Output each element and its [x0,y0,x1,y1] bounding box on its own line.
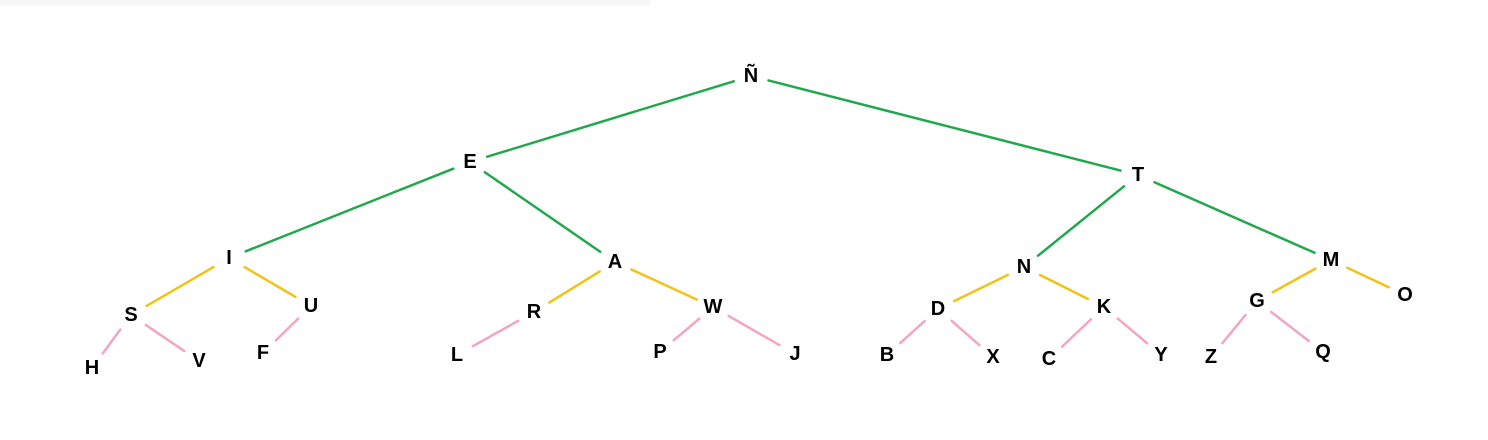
node-v: V [192,350,206,372]
edge-n_tilde-e [485,80,736,158]
node-r: R [527,301,542,323]
edges-layer [101,79,1390,355]
edge-a-w [630,268,698,301]
node-d: D [931,298,945,320]
edge-s-v [144,323,186,353]
node-l: L [451,344,463,366]
edge-m-o [1346,266,1390,289]
edge-i-u [243,265,297,299]
edge-a-r [548,270,601,304]
node-j: J [789,343,800,365]
node-b: B [880,344,894,366]
edge-m-g [1271,267,1317,294]
edge-n-d [952,273,1010,303]
edge-d-x [950,319,981,347]
top-strip [0,0,650,6]
edge-e-a [483,170,602,254]
node-h: H [85,357,99,379]
edge-i-s [145,265,215,308]
node-n: N [1017,256,1031,278]
edge-d-b [899,319,926,345]
node-a: A [608,251,622,273]
edge-t-m [1153,181,1316,254]
node-i: I [226,247,232,269]
node-e: E [463,151,476,173]
node-q: Q [1315,341,1331,363]
node-g: G [1249,290,1265,312]
labels-layer: Ñ E T I A N M S U R W D K G O H V F L P J B X C Y Z Q [85,64,1413,379]
edge-u-f [274,317,300,342]
node-s: S [124,304,137,326]
edge-w-p [672,317,701,342]
edge-n-k [1038,273,1090,301]
node-t: T [1132,164,1144,186]
edge-g-q [1269,310,1311,343]
node-n_tilde: Ñ [744,64,758,87]
node-z: Z [1205,346,1217,368]
edge-w-j [727,314,781,347]
node-c: C [1042,348,1056,370]
node-x: X [986,346,1000,368]
node-w: W [704,296,723,318]
node-m: M [1323,249,1340,271]
node-o: O [1397,284,1413,306]
node-f: F [257,342,269,364]
node-k: K [1097,296,1112,318]
node-p: P [653,341,666,363]
edge-k-c [1060,318,1093,348]
edge-r-l [471,319,520,348]
edge-n_tilde-t [767,79,1122,172]
edge-s-h [101,328,122,355]
edge-k-y [1116,317,1149,345]
node-y: Y [1154,344,1168,366]
edge-e-i [244,167,455,253]
edge-g-z [1221,313,1247,345]
edge-t-n [1036,185,1126,257]
node-u: U [304,295,318,317]
